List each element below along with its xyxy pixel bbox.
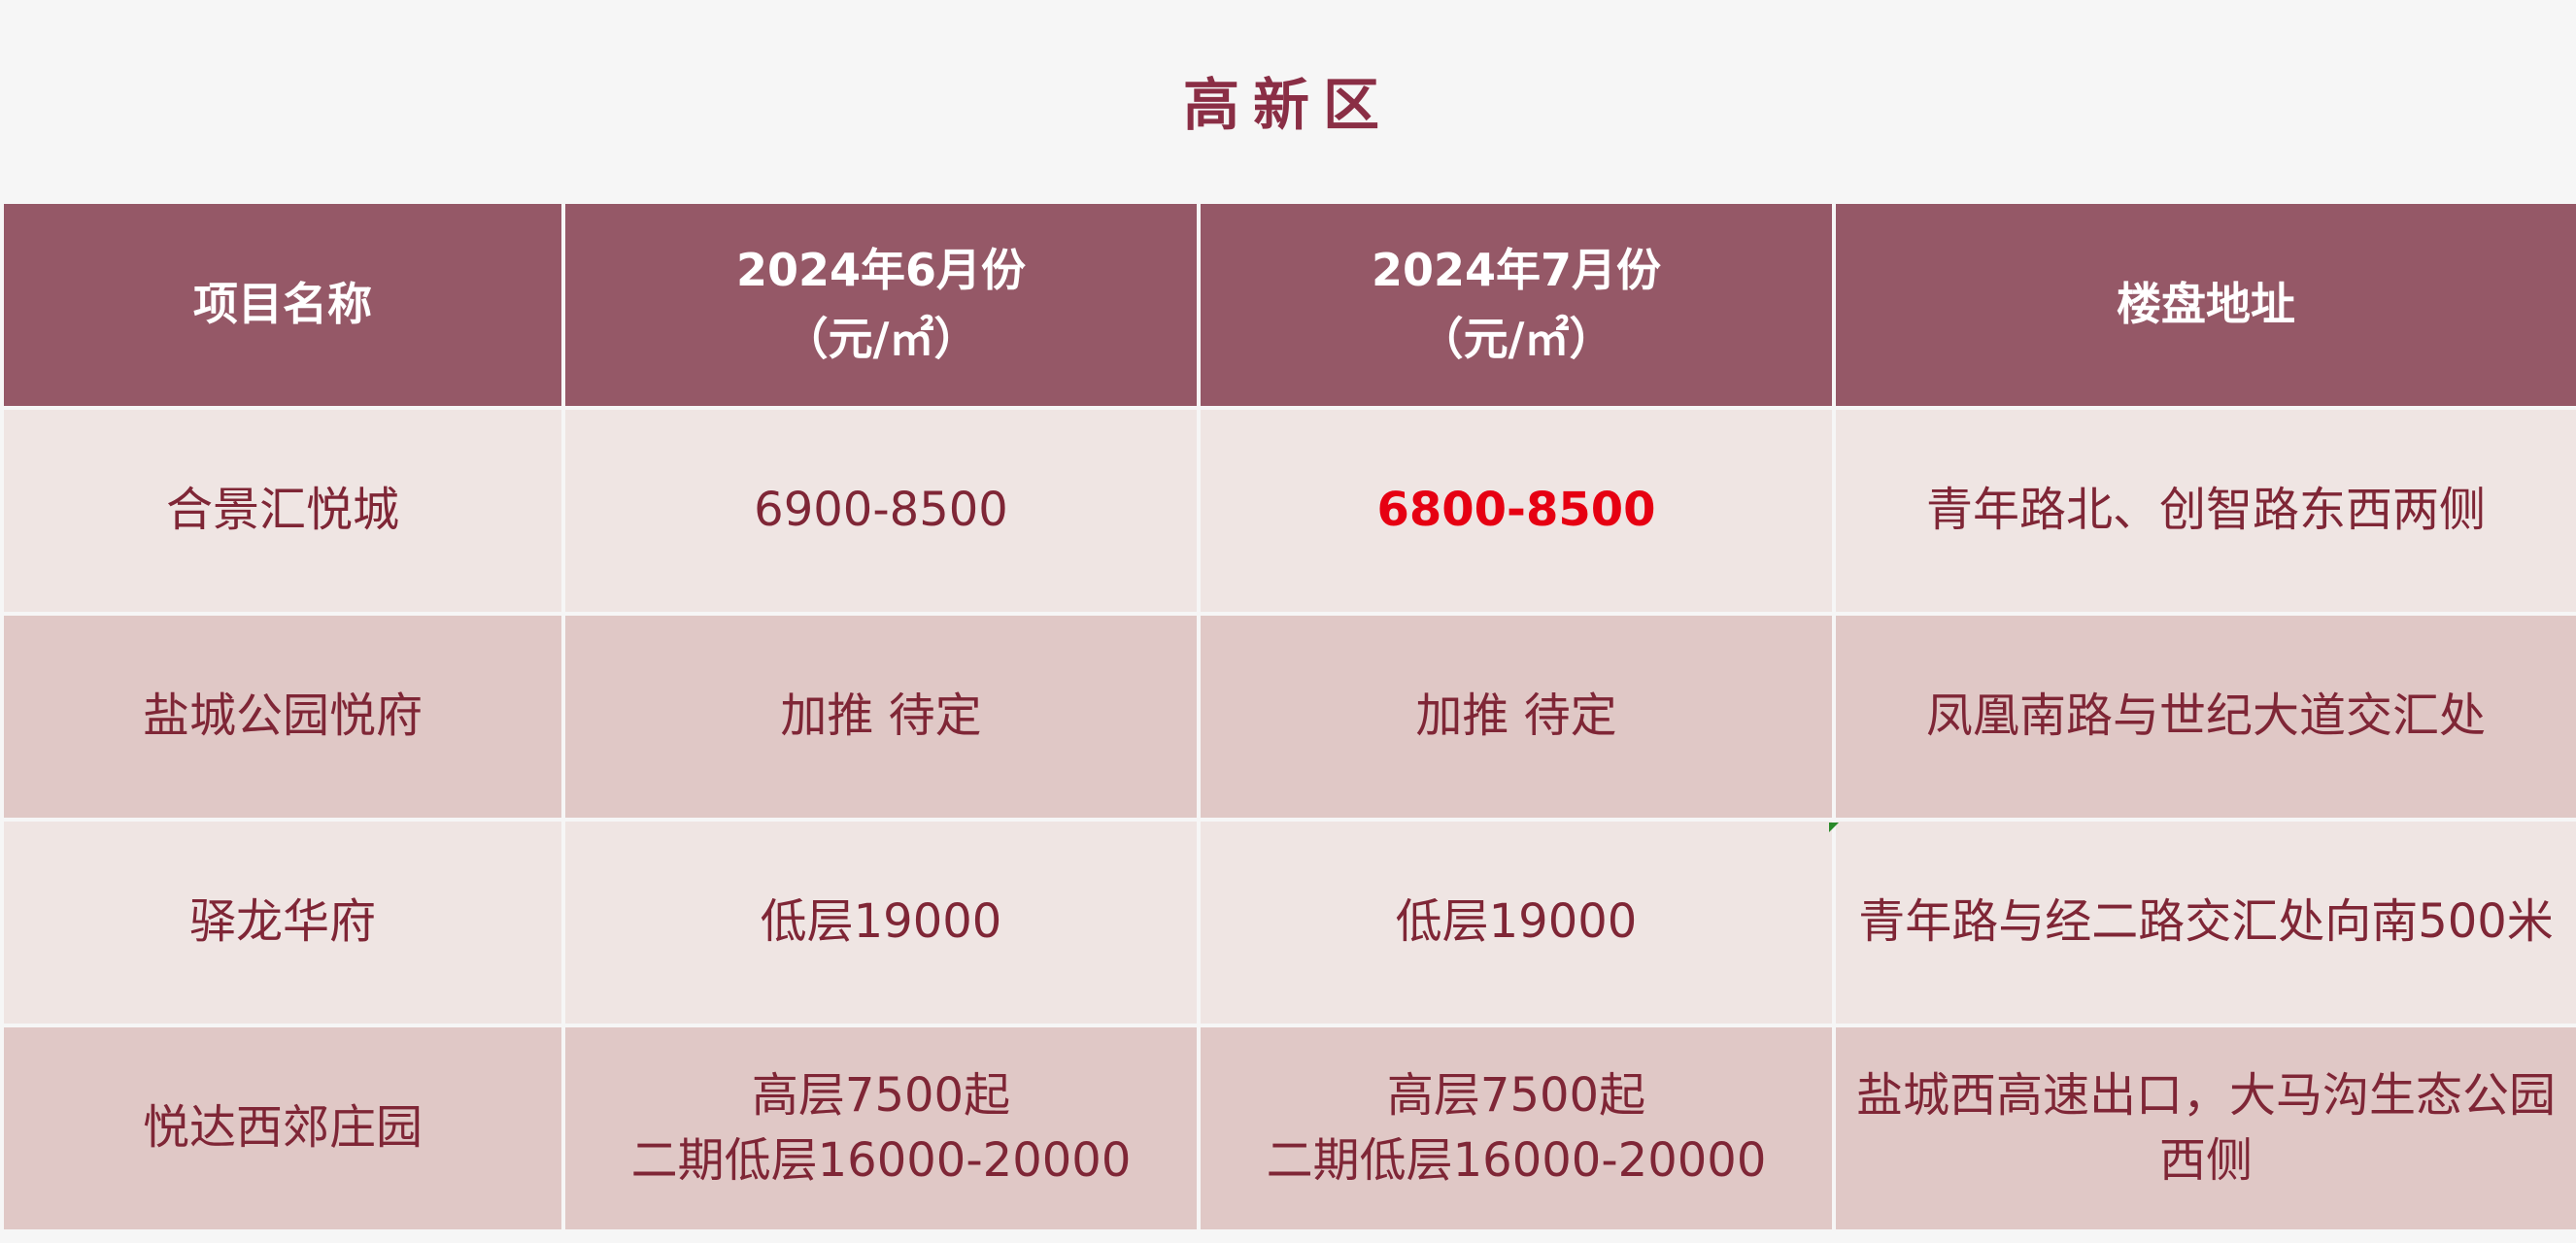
table-row: 驿龙华府 低层19000 低层19000 青年路与经二路交汇处向南500米 [4,822,2576,1024]
july-price-cell: 加推 待定 [1201,616,1832,818]
header-july-price: 2024年7月份 （元/㎡） [1201,204,1832,406]
june-price-cell: 加推 待定 [565,616,1197,818]
june-price-line: 二期低层16000-20000 [630,1133,1132,1188]
project-name-cell: 合景汇悦城 [4,410,561,612]
header-project-name: 项目名称 [4,204,561,406]
june-price-cell: 高层7500起 二期低层16000-20000 [565,1027,1197,1229]
address-cell: 凤凰南路与世纪大道交汇处 [1836,616,2576,818]
july-price-cell: 高层7500起 二期低层16000-20000 [1201,1027,1832,1229]
header-june-label: 2024年6月份 [735,243,1027,296]
june-price-cell: 6900-8500 [565,410,1197,612]
july-price-line: 高层7500起 [1386,1067,1646,1123]
header-july-unit: （元/㎡） [1418,313,1614,365]
address-cell: 青年路北、创智路东西两侧 [1836,410,2576,612]
header-july-label: 2024年7月份 [1371,243,1662,296]
table-row: 合景汇悦城 6900-8500 6800-8500 青年路北、创智路东西两侧 [4,410,2576,612]
header-address: 楼盘地址 [1836,204,2576,406]
july-price-cell: 低层19000 [1201,822,1832,1024]
address-cell: 盐城西高速出口，大马沟生态公园西侧 [1836,1027,2576,1229]
address-cell: 青年路与经二路交汇处向南500米 [1836,822,2576,1024]
header-june-price: 2024年6月份 （元/㎡） [565,204,1197,406]
project-name-cell: 悦达西郊庄园 [4,1027,561,1229]
july-price-line: 二期低层16000-20000 [1266,1133,1767,1188]
june-price-cell: 低层19000 [565,822,1197,1024]
project-name-cell: 盐城公园悦府 [4,616,561,818]
project-name-cell: 驿龙华府 [4,822,561,1024]
cell-comment-marker [1829,823,1839,832]
page-title: 高新区 [1182,72,1393,138]
table-row: 悦达西郊庄园 高层7500起 二期低层16000-20000 高层7500起 二… [4,1027,2576,1229]
header-june-unit: （元/㎡） [783,313,979,365]
highlighted-price: 6800-8500 [1376,483,1656,538]
header-row: 项目名称 2024年6月份 （元/㎡） 2024年7月份 （元/㎡） 楼盘地址 [4,204,2576,406]
june-price-line: 高层7500起 [751,1067,1011,1123]
price-table: 项目名称 2024年6月份 （元/㎡） 2024年7月份 （元/㎡） 楼盘地址 … [0,200,2576,1233]
table-row: 盐城公园悦府 加推 待定 加推 待定 凤凰南路与世纪大道交汇处 [4,616,2576,818]
july-price-cell: 6800-8500 [1201,410,1832,612]
